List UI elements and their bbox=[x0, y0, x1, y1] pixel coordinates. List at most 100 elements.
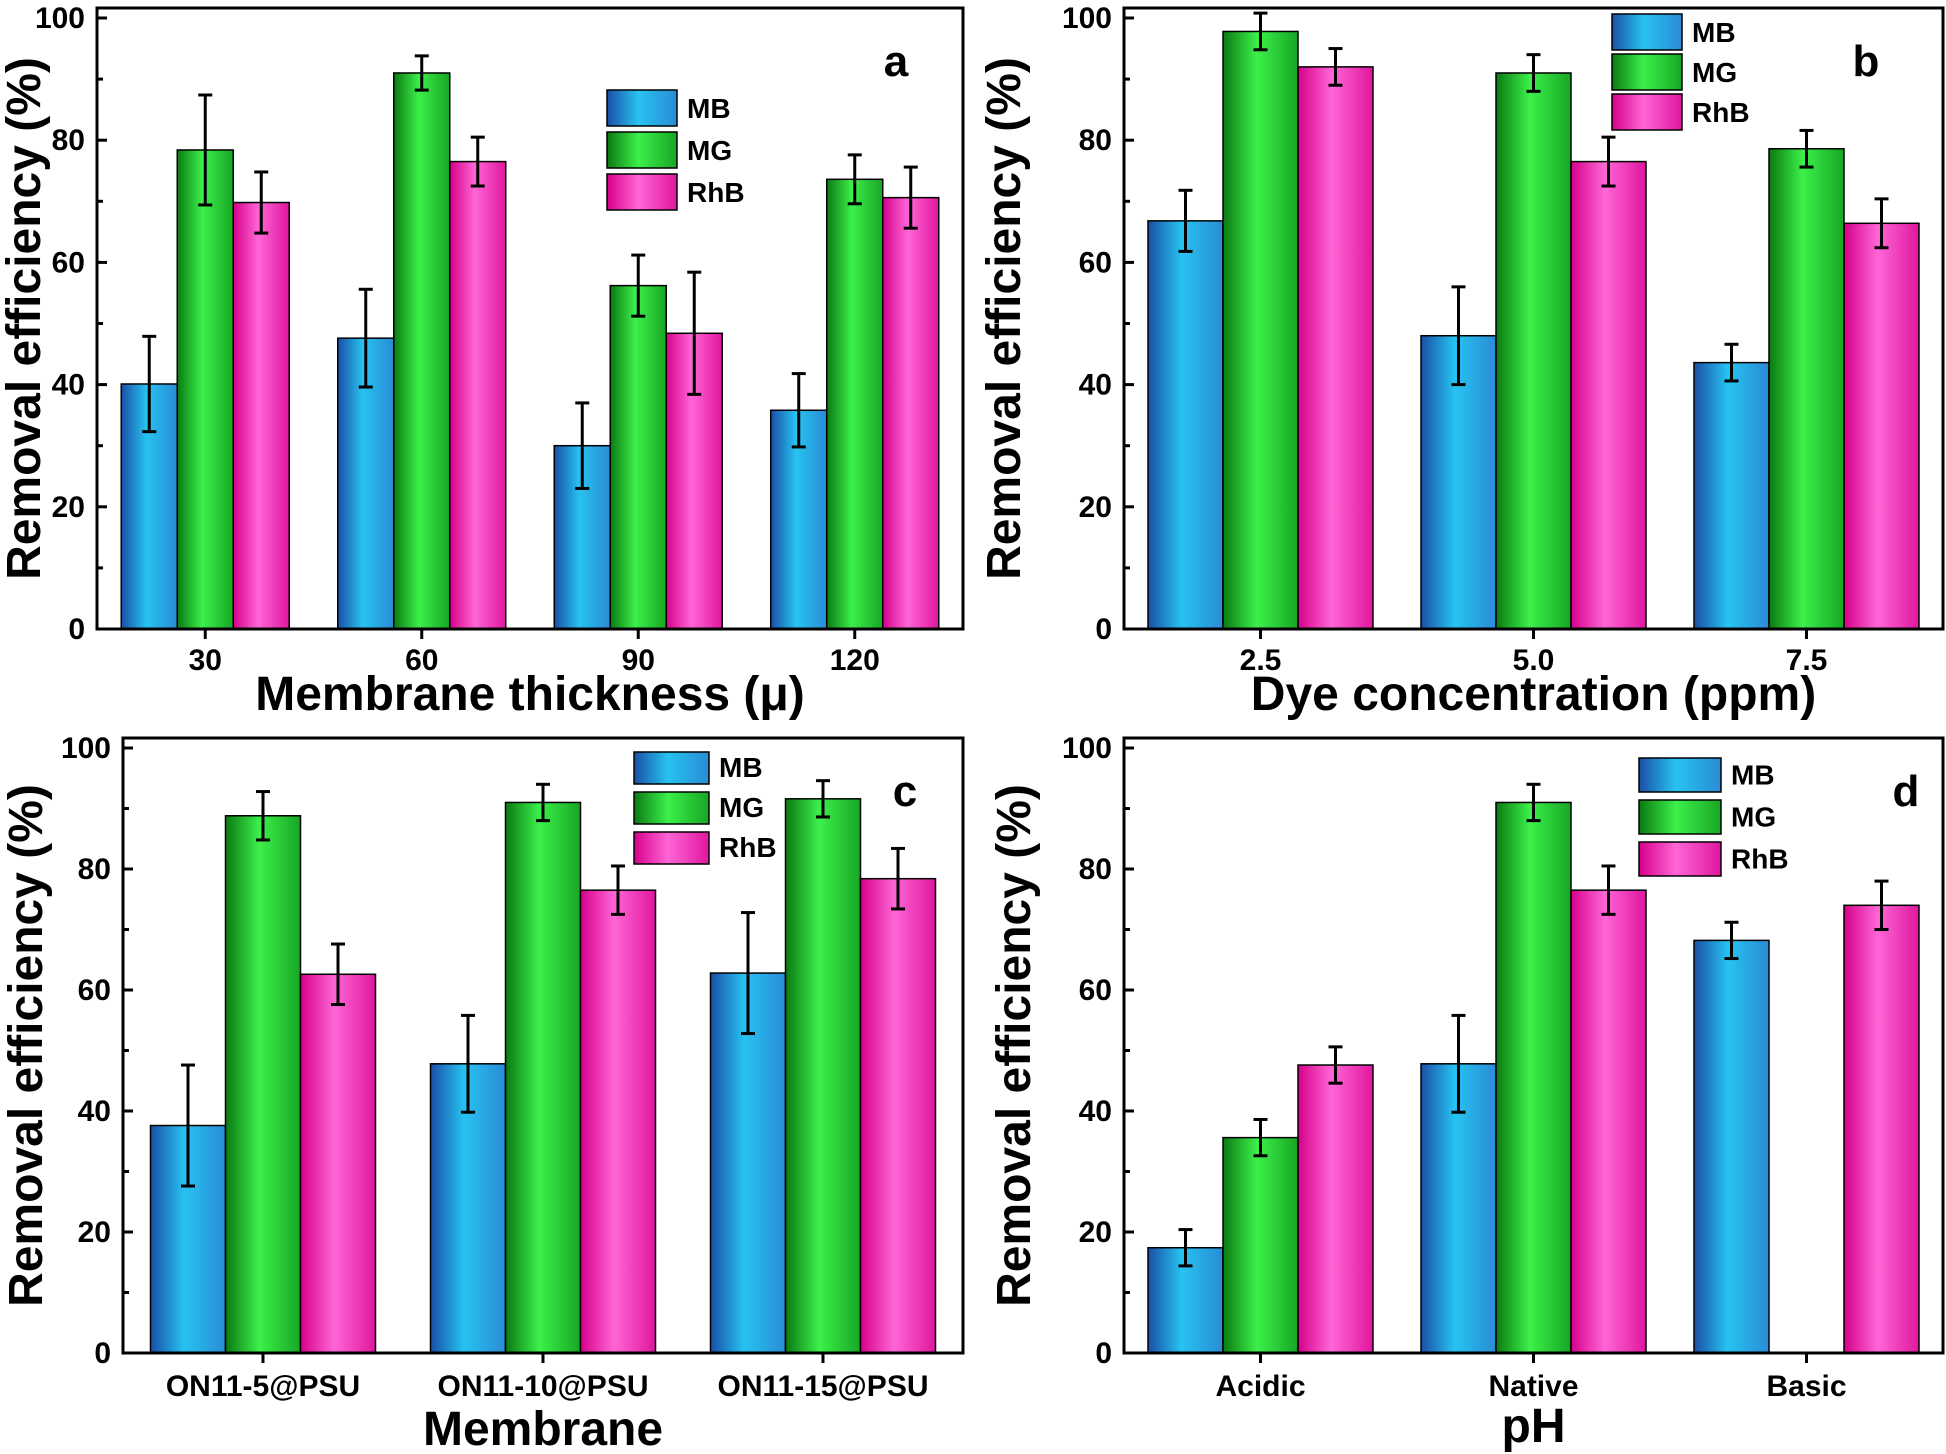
bar-mb-basic bbox=[1693, 939, 1770, 1354]
error-bar-rhb-1 bbox=[1601, 864, 1616, 916]
error-bar-mb-1 bbox=[1451, 285, 1466, 387]
y-tick-label: 100 bbox=[35, 2, 85, 35]
legend-swatch-rhb bbox=[1638, 841, 1722, 877]
bar-mg-native bbox=[1495, 801, 1572, 1354]
error-bar-mg-1 bbox=[1526, 53, 1541, 93]
plot-frame bbox=[1122, 6, 1945, 631]
bar-rhb-acidic bbox=[1297, 1064, 1374, 1354]
error-bar-mb-3 bbox=[791, 372, 806, 449]
x-tick-label: Native bbox=[1488, 1370, 1578, 1403]
y-tick-label: 100 bbox=[1062, 2, 1112, 35]
y-tick-label: 0 bbox=[68, 613, 85, 646]
legend-swatch-mb bbox=[1638, 757, 1722, 793]
legend-swatch-mg bbox=[633, 791, 710, 825]
bar-mb-2-5 bbox=[1147, 220, 1224, 630]
error-bar-mb-0 bbox=[142, 334, 157, 434]
error-bar-mb-0 bbox=[181, 1063, 195, 1188]
y-axis-title: Removal efficiency (%) bbox=[978, 57, 1031, 580]
legend-label-rhb: RhB bbox=[1692, 97, 1750, 128]
error-bar-rhb-0 bbox=[1328, 47, 1343, 87]
plot-frame bbox=[1122, 736, 1945, 1355]
x-tick-label: ON11-5@PSU bbox=[166, 1370, 360, 1403]
y-tick-label: 80 bbox=[1079, 853, 1112, 886]
x-axis-title: Membrane bbox=[423, 1403, 663, 1454]
error-bar-mg-0 bbox=[1253, 11, 1268, 52]
bar-rhb-on11-5-psu bbox=[299, 973, 377, 1354]
y-tick-label: 60 bbox=[78, 974, 111, 1007]
error-bar-mb-2 bbox=[1724, 920, 1739, 961]
bar-mg-2-5 bbox=[1222, 30, 1299, 630]
error-bar-rhb-2 bbox=[891, 846, 905, 911]
bar-mg-30 bbox=[176, 149, 234, 630]
error-bar-rhb-1 bbox=[470, 135, 485, 188]
bar-rhb-on11-15-psu bbox=[859, 877, 937, 1354]
legend-label-mg: MG bbox=[1692, 57, 1737, 88]
bar-rhb-2-5 bbox=[1297, 66, 1374, 630]
legend-label-rhb: RhB bbox=[719, 832, 777, 863]
panel-letter: a bbox=[884, 37, 909, 86]
x-tick-label: 60 bbox=[405, 644, 438, 677]
panel-letter: b bbox=[1853, 37, 1880, 86]
legend-label-mb: MB bbox=[1731, 760, 1775, 791]
y-tick-label: 40 bbox=[52, 369, 85, 402]
legend-swatch-mb bbox=[606, 89, 678, 127]
panel-d: Acidic Native Basic 0 20 40 60 80 100 Removal eff… bbox=[988, 732, 1945, 1453]
y-axis-title: Removal efficiency (%) bbox=[988, 784, 1041, 1307]
error-bar-mg-2 bbox=[631, 253, 646, 318]
x-axis-title: Dye concentration (ppm) bbox=[1251, 668, 1816, 721]
error-bar-mg-0 bbox=[198, 93, 213, 207]
error-bar-rhb-0 bbox=[254, 170, 269, 235]
bar-rhb-basic bbox=[1843, 904, 1920, 1354]
x-tick-label: ON11-15@PSU bbox=[717, 1370, 928, 1403]
y-axis-title: Removal efficiency (%) bbox=[0, 57, 51, 580]
error-bar-mg-1 bbox=[536, 782, 550, 823]
x-tick-label: 2.5 bbox=[1240, 644, 1282, 677]
legend-swatch-rhb bbox=[606, 173, 678, 211]
x-tick-label: 120 bbox=[830, 644, 880, 677]
y-tick-label: 60 bbox=[1079, 246, 1112, 279]
error-bar-rhb-0 bbox=[331, 942, 345, 1007]
y-tick-label: 80 bbox=[78, 853, 111, 886]
y-tick-label: 40 bbox=[1079, 1095, 1112, 1128]
error-bar-rhb-1 bbox=[611, 864, 625, 916]
bar-mg-5-0 bbox=[1495, 72, 1572, 630]
bar-mg-120 bbox=[826, 178, 884, 630]
bar-rhb-7-5 bbox=[1843, 222, 1920, 630]
panel-c: ON11-5@PSU ON11-10@PSU ON11-15@PSU 0 20 40 60 8… bbox=[0, 732, 965, 1454]
error-bar-mb-0 bbox=[1178, 188, 1193, 253]
bar-rhb-5-0 bbox=[1570, 160, 1647, 630]
bar-rhb-60 bbox=[449, 160, 507, 630]
error-bar-mb-2 bbox=[741, 911, 755, 1036]
x-axis-title: pH bbox=[1502, 1400, 1566, 1453]
bar-mg-90 bbox=[609, 284, 667, 630]
bar-mg-7-5 bbox=[1768, 148, 1845, 630]
legend-label-mb: MB bbox=[687, 93, 731, 124]
legend-label-mg: MG bbox=[719, 792, 764, 823]
legend-swatch-mg bbox=[1638, 799, 1722, 835]
error-bar-mg-0 bbox=[1253, 1117, 1268, 1158]
x-tick-label: 5.0 bbox=[1513, 644, 1555, 677]
bar-mg-acidic bbox=[1222, 1136, 1299, 1354]
x-tick-label: 30 bbox=[189, 644, 222, 677]
panel-letter: c bbox=[893, 767, 917, 816]
error-bar-mg-0 bbox=[256, 790, 270, 842]
bar-rhb-native bbox=[1570, 889, 1647, 1354]
legend-label-mb: MB bbox=[1692, 17, 1736, 48]
plot-frame bbox=[95, 6, 965, 631]
error-bar-rhb-1 bbox=[1601, 135, 1616, 188]
x-tick-label: Acidic bbox=[1215, 1370, 1305, 1403]
plot-frame bbox=[121, 736, 965, 1355]
y-tick-label: 80 bbox=[1079, 124, 1112, 157]
error-bar-mg-1 bbox=[1526, 782, 1541, 823]
bar-mg-60 bbox=[393, 72, 451, 630]
legend-label-mb: MB bbox=[719, 752, 763, 783]
bar-mb-7-5 bbox=[1693, 361, 1770, 630]
error-bar-mb-2 bbox=[575, 401, 590, 490]
panel-letter: d bbox=[1893, 767, 1920, 816]
legend-swatch-rhb bbox=[633, 831, 710, 865]
error-bar-rhb-2 bbox=[687, 270, 702, 396]
legend-swatch-mb bbox=[1611, 13, 1683, 51]
x-tick-label: Basic bbox=[1766, 1370, 1846, 1403]
error-bar-mg-1 bbox=[414, 54, 429, 92]
